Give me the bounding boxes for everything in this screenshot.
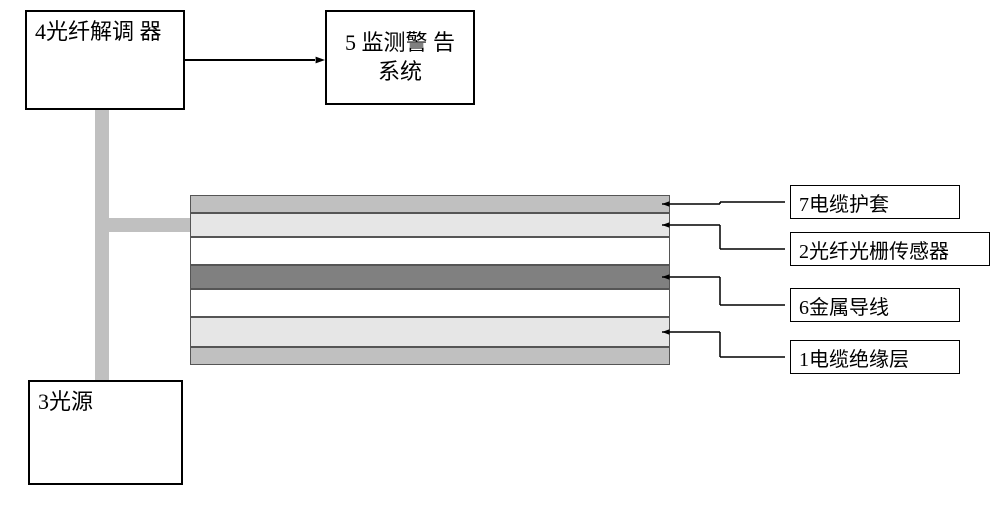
label-sheath-text: 7电缆护套 xyxy=(799,188,889,217)
label-fbg-text: 2光纤光栅传感器 xyxy=(799,235,949,264)
box-light-source-label: 3光源 xyxy=(38,388,93,417)
cable-layer-metal-conductor xyxy=(190,265,670,289)
cable-layer-gap-2 xyxy=(190,289,670,317)
connector-horizontal xyxy=(95,218,190,232)
label-conductor-text: 6金属导线 xyxy=(799,291,889,320)
cable-layer-sheath-bottom xyxy=(190,347,670,365)
label-conductor: 6金属导线 xyxy=(790,288,960,322)
label-fbg: 2光纤光栅传感器 xyxy=(790,232,990,266)
connector-vertical xyxy=(95,110,109,380)
cable-cross-section xyxy=(190,195,670,365)
box-demodulator: 4光纤解调 器 xyxy=(25,10,185,110)
box-light-source: 3光源 xyxy=(28,380,183,485)
cable-layer-sheath-top xyxy=(190,195,670,213)
box-alarm-system-label: 5 监测警 告系统 xyxy=(335,29,465,86)
label-insulation: 1电缆绝缘层 xyxy=(790,340,960,374)
cable-layer-fbg-sensor xyxy=(190,213,670,237)
cable-layer-insulation xyxy=(190,317,670,347)
label-insulation-text: 1电缆绝缘层 xyxy=(799,343,909,372)
box-alarm-system: 5 监测警 告系统 xyxy=(325,10,475,105)
cable-layer-gap-1 xyxy=(190,237,670,265)
label-sheath: 7电缆护套 xyxy=(790,185,960,219)
diagram-canvas: 4光纤解调 器 5 监测警 告系统 3光源 7电缆护套 2光纤光栅传感器 6金属导线… xyxy=(0,0,1000,510)
box-demodulator-label: 4光纤解调 器 xyxy=(35,18,162,47)
